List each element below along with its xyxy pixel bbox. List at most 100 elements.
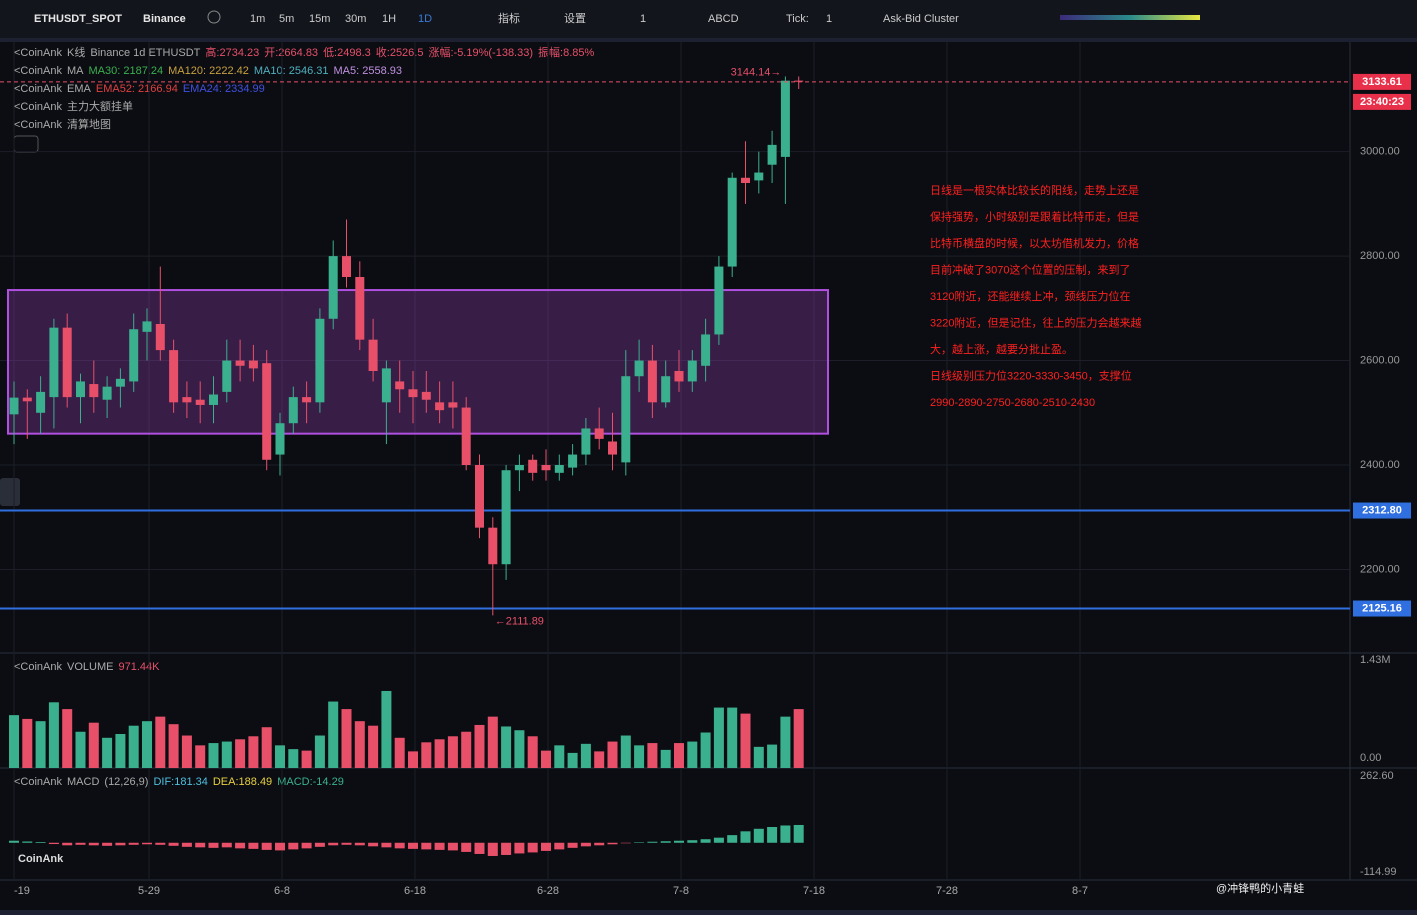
interval-button[interactable]: 1H bbox=[382, 13, 396, 25]
volume-bar bbox=[514, 730, 525, 768]
interval-button[interactable]: 1m bbox=[250, 13, 265, 25]
interval-button[interactable]: 30m bbox=[345, 13, 366, 25]
macd-bar bbox=[115, 842, 126, 846]
cluster-button[interactable]: Ask-Bid Cluster bbox=[883, 13, 959, 25]
price-tag bbox=[1353, 73, 1411, 90]
symbol: ETHUSDT_SPOT bbox=[34, 13, 122, 25]
volume-bar bbox=[461, 731, 472, 768]
macd-bar bbox=[674, 840, 684, 843]
volume-bar bbox=[434, 739, 445, 768]
volume-bar bbox=[727, 707, 738, 768]
macd-bar bbox=[700, 839, 711, 843]
candle-body bbox=[621, 376, 631, 463]
macd-bar bbox=[168, 842, 179, 846]
settings-button[interactable]: 设置 bbox=[564, 12, 586, 25]
candle-body bbox=[355, 277, 365, 340]
separator bbox=[0, 910, 1417, 915]
color-slider[interactable] bbox=[1060, 15, 1200, 20]
legend-item: <CoinAnk bbox=[14, 661, 63, 673]
candle-body bbox=[741, 177, 750, 183]
macd-bar bbox=[102, 842, 113, 846]
macd-bar bbox=[394, 842, 405, 849]
drawing-button[interactable]: ABCD bbox=[708, 13, 739, 25]
candle-body bbox=[421, 391, 431, 400]
annotation-line: 3220附近，但是记住，往上的压力会越来越 bbox=[930, 315, 1141, 329]
legend-item: Binance 1d ETHUSDT bbox=[90, 47, 200, 59]
macd-bar bbox=[740, 831, 751, 843]
collapse-button[interactable] bbox=[0, 478, 20, 506]
annotation-line: 日线级别压力位3220-3330-3450，支撑位 bbox=[930, 368, 1132, 382]
candle-body bbox=[727, 177, 737, 267]
candle-body bbox=[634, 360, 644, 377]
y-tick-label: 2200.00 bbox=[1360, 563, 1400, 575]
volume-bar bbox=[674, 743, 684, 768]
macd-bar bbox=[474, 842, 485, 854]
annotation-line: 比特币横盘的时候，以太坊借机发力，价格 bbox=[930, 236, 1139, 250]
volume-bar bbox=[381, 690, 392, 768]
candle-body bbox=[514, 465, 524, 471]
level-tag bbox=[1353, 600, 1411, 617]
search-icon[interactable] bbox=[207, 10, 221, 24]
x-tick-label: 6-18 bbox=[404, 885, 426, 897]
volume-bar bbox=[421, 742, 432, 768]
countdown-tag bbox=[1353, 93, 1411, 110]
candle-body bbox=[315, 318, 325, 403]
legend-item: MA bbox=[67, 65, 84, 77]
macd-bar bbox=[301, 842, 312, 849]
legend-item: K线 bbox=[67, 45, 85, 59]
macd-bar bbox=[554, 842, 565, 850]
tick-value[interactable]: 1 bbox=[826, 13, 832, 25]
volume-bar bbox=[408, 751, 418, 768]
watermark: CoinAnk bbox=[18, 853, 64, 865]
candle-body bbox=[89, 384, 99, 398]
volume-bar bbox=[740, 713, 751, 768]
legend-item: <CoinAnk bbox=[14, 119, 63, 131]
macd-bar bbox=[647, 841, 658, 843]
legend-item: MA5: 2558.93 bbox=[334, 65, 403, 77]
layout-button[interactable]: 1 bbox=[640, 13, 646, 25]
macd-bar bbox=[567, 842, 578, 848]
macd-bar bbox=[155, 842, 166, 845]
macd-bar bbox=[75, 842, 86, 845]
macd-bar bbox=[22, 841, 33, 843]
volume-bar bbox=[368, 725, 379, 768]
annotation-line: 大，越上涨，越要分批止盈。 bbox=[930, 342, 1073, 356]
candle-body bbox=[49, 327, 59, 398]
candle-body bbox=[129, 329, 139, 382]
macd-bar bbox=[221, 842, 232, 848]
macd-bar bbox=[48, 842, 59, 845]
volume-bar bbox=[394, 737, 405, 768]
macd-bar bbox=[354, 842, 365, 846]
volume-bar bbox=[275, 745, 285, 768]
legend-item: 清算地图 bbox=[67, 117, 111, 131]
volume-bar bbox=[554, 745, 565, 768]
volume-bar bbox=[221, 741, 232, 768]
volume-bar bbox=[594, 751, 605, 768]
macd-bar bbox=[514, 842, 525, 854]
candle-body bbox=[368, 339, 378, 371]
legend-item: 主力大额挂单 bbox=[67, 99, 133, 113]
legend-item: DEA:188.49 bbox=[213, 776, 272, 788]
volume-bar bbox=[9, 715, 19, 768]
interval-button[interactable]: 15m bbox=[309, 13, 330, 25]
volume-bar bbox=[128, 725, 139, 768]
toggle-button[interactable] bbox=[13, 135, 39, 153]
macd-bar bbox=[181, 842, 192, 847]
annotation-line: 日线是一根实体比较长的阳线，走势上还是 bbox=[930, 183, 1139, 197]
volume-bar bbox=[22, 718, 33, 768]
legend-item: DIF:181.34 bbox=[153, 776, 207, 788]
volume-tick-label: 0.00 bbox=[1360, 752, 1381, 764]
candle-body bbox=[262, 363, 272, 460]
volume-bar bbox=[501, 726, 512, 768]
macd-bar bbox=[727, 835, 738, 843]
volume-bar bbox=[580, 743, 591, 768]
candle-body bbox=[714, 266, 724, 335]
interval-button[interactable]: 1D bbox=[418, 13, 432, 25]
interval-button[interactable]: 5m bbox=[279, 13, 294, 25]
indicators-button[interactable]: 指标 bbox=[498, 11, 520, 25]
macd-bar bbox=[607, 842, 618, 845]
macd-bar bbox=[381, 842, 392, 848]
candle-body bbox=[701, 334, 711, 366]
volume-bar bbox=[713, 707, 724, 768]
